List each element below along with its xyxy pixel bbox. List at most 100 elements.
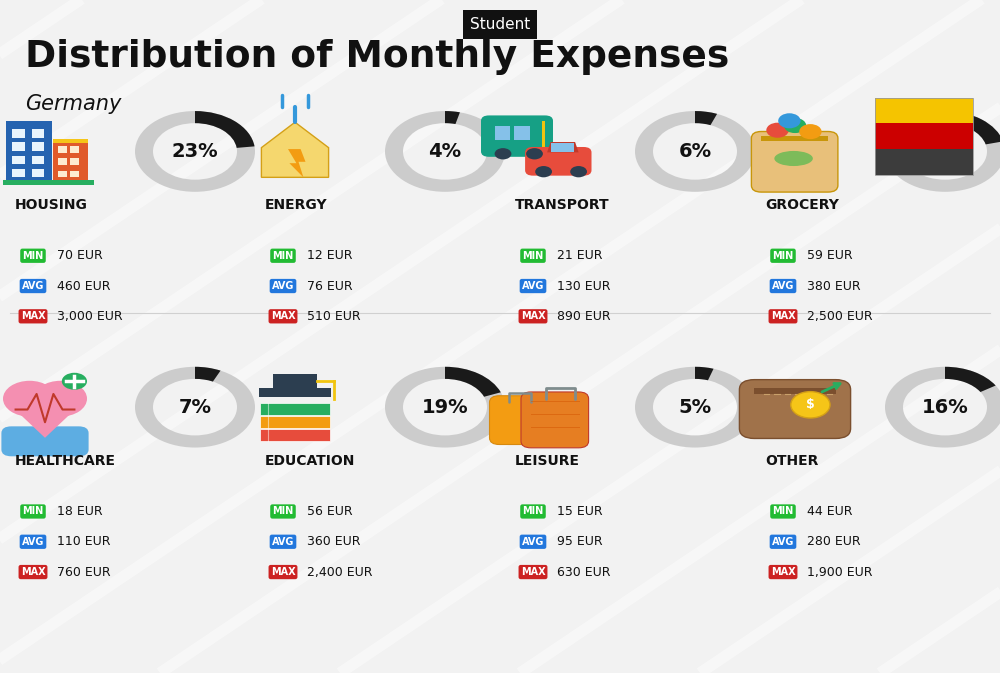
FancyBboxPatch shape (12, 169, 25, 177)
Text: MIN: MIN (272, 507, 294, 516)
Text: MAX: MAX (271, 312, 295, 321)
FancyBboxPatch shape (70, 159, 79, 165)
FancyBboxPatch shape (514, 127, 530, 140)
FancyBboxPatch shape (875, 123, 973, 149)
Text: TRANSPORT: TRANSPORT (515, 199, 610, 212)
Polygon shape (547, 142, 579, 152)
Wedge shape (135, 111, 255, 192)
Text: 110 EUR: 110 EUR (57, 535, 110, 548)
Text: MIN: MIN (22, 251, 44, 260)
Wedge shape (885, 111, 1000, 192)
Text: MAX: MAX (21, 312, 45, 321)
FancyBboxPatch shape (53, 139, 88, 143)
FancyBboxPatch shape (32, 143, 44, 151)
FancyBboxPatch shape (12, 143, 25, 151)
FancyBboxPatch shape (542, 121, 545, 151)
Text: HOUSING: HOUSING (15, 199, 88, 212)
Wedge shape (195, 111, 255, 148)
Text: AVG: AVG (22, 281, 44, 291)
Wedge shape (885, 367, 1000, 448)
Text: 280 EUR: 280 EUR (807, 535, 861, 548)
Text: 3,000 EUR: 3,000 EUR (57, 310, 123, 323)
Text: MAX: MAX (771, 567, 795, 577)
FancyBboxPatch shape (521, 392, 589, 448)
FancyBboxPatch shape (6, 121, 52, 182)
Text: 6%: 6% (678, 142, 712, 161)
Wedge shape (945, 111, 1000, 145)
Wedge shape (445, 367, 501, 397)
Polygon shape (261, 122, 329, 177)
Wedge shape (695, 111, 717, 125)
FancyBboxPatch shape (12, 155, 25, 164)
FancyBboxPatch shape (490, 396, 548, 444)
Text: MIN: MIN (772, 251, 794, 260)
Text: MAX: MAX (21, 567, 45, 577)
FancyBboxPatch shape (260, 429, 330, 441)
Wedge shape (695, 367, 714, 380)
Circle shape (570, 166, 587, 178)
Text: AVG: AVG (772, 537, 794, 546)
Text: MIN: MIN (272, 251, 294, 260)
Text: EDUCATION: EDUCATION (265, 454, 355, 468)
FancyBboxPatch shape (761, 137, 828, 141)
FancyBboxPatch shape (495, 127, 510, 140)
FancyBboxPatch shape (259, 388, 331, 397)
Text: MAX: MAX (521, 567, 545, 577)
FancyBboxPatch shape (70, 146, 79, 153)
Text: ENERGY: ENERGY (265, 199, 328, 212)
Text: 2,500 EUR: 2,500 EUR (807, 310, 873, 323)
Text: AVG: AVG (522, 537, 544, 546)
Text: 5%: 5% (678, 398, 712, 417)
Text: AVG: AVG (272, 281, 294, 291)
FancyBboxPatch shape (754, 388, 836, 394)
FancyBboxPatch shape (32, 169, 44, 177)
Circle shape (495, 148, 511, 160)
Text: 70 EUR: 70 EUR (57, 249, 103, 262)
Text: 18 EUR: 18 EUR (57, 505, 103, 518)
Wedge shape (195, 367, 221, 382)
FancyBboxPatch shape (875, 149, 973, 175)
FancyBboxPatch shape (551, 143, 574, 152)
Wedge shape (945, 367, 996, 392)
FancyBboxPatch shape (58, 171, 67, 177)
Wedge shape (635, 111, 755, 192)
FancyBboxPatch shape (1, 427, 89, 456)
Text: MAX: MAX (271, 567, 295, 577)
Text: 380 EUR: 380 EUR (807, 279, 861, 293)
Wedge shape (635, 367, 755, 448)
Text: LEISURE: LEISURE (515, 454, 580, 468)
Text: MIN: MIN (772, 507, 794, 516)
Text: 44 EUR: 44 EUR (807, 505, 852, 518)
Text: 760 EUR: 760 EUR (57, 565, 111, 579)
Wedge shape (385, 111, 505, 192)
Text: Student: Student (470, 17, 530, 32)
FancyBboxPatch shape (260, 403, 330, 415)
Text: 130 EUR: 130 EUR (557, 279, 610, 293)
Circle shape (784, 118, 806, 133)
FancyBboxPatch shape (58, 159, 67, 165)
Circle shape (791, 392, 830, 418)
Text: 890 EUR: 890 EUR (557, 310, 611, 323)
FancyBboxPatch shape (875, 98, 973, 123)
Text: 56 EUR: 56 EUR (307, 505, 353, 518)
FancyBboxPatch shape (273, 374, 317, 388)
Text: HEALTHCARE: HEALTHCARE (15, 454, 116, 468)
Text: MAX: MAX (521, 312, 545, 321)
Text: Distribution of Monthly Expenses: Distribution of Monthly Expenses (25, 39, 729, 75)
Text: 23%: 23% (172, 142, 218, 161)
FancyBboxPatch shape (32, 129, 44, 138)
Text: 16%: 16% (922, 398, 968, 417)
FancyBboxPatch shape (260, 417, 330, 428)
Text: 19%: 19% (422, 398, 468, 417)
FancyBboxPatch shape (751, 131, 838, 192)
Text: 21%: 21% (922, 142, 968, 161)
Text: AVG: AVG (272, 537, 294, 546)
Circle shape (62, 373, 87, 390)
Circle shape (799, 124, 822, 139)
Text: MAX: MAX (771, 312, 795, 321)
Text: AVG: AVG (772, 281, 794, 291)
FancyBboxPatch shape (739, 380, 851, 439)
Circle shape (778, 113, 801, 129)
FancyBboxPatch shape (53, 139, 88, 182)
Text: 76 EUR: 76 EUR (307, 279, 353, 293)
